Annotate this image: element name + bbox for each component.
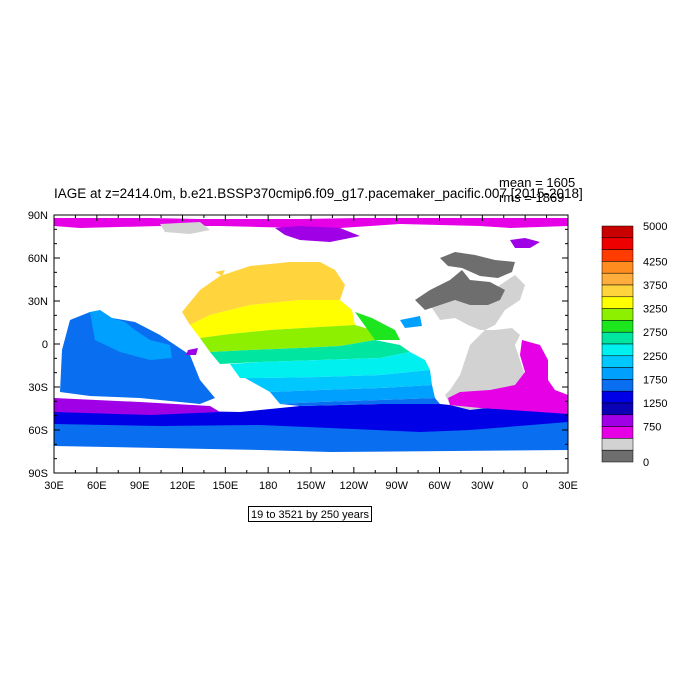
colorbar-label: 1750 bbox=[643, 374, 667, 386]
lat-label: 0 bbox=[42, 339, 48, 351]
field-pacific-sky bbox=[245, 370, 432, 392]
lat-label: 30S bbox=[28, 382, 48, 394]
map-ticks bbox=[53, 214, 569, 474]
lon-label: 60W bbox=[428, 480, 451, 492]
mean-label: mean = 1605 bbox=[499, 175, 576, 190]
field-atlantic-grey bbox=[430, 275, 525, 410]
lon-label: 90W bbox=[385, 480, 408, 492]
lat-label: 30N bbox=[28, 296, 48, 308]
field-pacific-yellow bbox=[190, 300, 355, 338]
lon-label: 30E bbox=[44, 480, 64, 492]
colorbar-label: 3750 bbox=[643, 280, 667, 292]
colorbar-label: 0 bbox=[643, 457, 649, 469]
colorbar-swatch bbox=[601, 296, 634, 309]
field-arctic-violet bbox=[275, 226, 360, 242]
field-pacific-green1 bbox=[200, 325, 375, 352]
field-band-violet bbox=[54, 398, 220, 415]
colorbar-swatch bbox=[601, 343, 634, 357]
colorbar-swatch bbox=[601, 414, 634, 427]
lon-label: 90E bbox=[130, 480, 150, 492]
field-pacific-cyan bbox=[230, 352, 430, 378]
colorbar-labels: 5000 4250 3750 3250 2750 2250 1750 1250 750 0 bbox=[643, 221, 667, 469]
lon-label: 150E bbox=[212, 480, 238, 492]
colorbar-swatch bbox=[601, 320, 634, 333]
field-pacific-orange bbox=[182, 262, 345, 325]
field-atlantic-magenta bbox=[448, 340, 568, 414]
colorbar-label: 3250 bbox=[643, 304, 667, 316]
contour-interval-label: 19 to 3521 by 250 years bbox=[248, 506, 372, 522]
rms-label: rms = 1869 bbox=[499, 190, 565, 205]
lon-label: 120E bbox=[170, 480, 196, 492]
lon-label: 30W bbox=[471, 480, 494, 492]
lat-label: 60N bbox=[28, 253, 48, 265]
lat-label: 90N bbox=[28, 210, 48, 222]
field-indian-north bbox=[90, 310, 172, 360]
colorbar-swatch bbox=[601, 449, 634, 463]
colorbar bbox=[601, 225, 634, 463]
field-atlantic-dark bbox=[415, 270, 505, 310]
lon-label: 180 bbox=[259, 480, 277, 492]
lat-label: 90S bbox=[28, 468, 48, 480]
colorbar-swatch bbox=[601, 308, 634, 321]
map-title: IAGE at z=2414.0m, b.e21.BSSP370cmip6.f0… bbox=[54, 186, 583, 201]
field-pacific-green2 bbox=[355, 312, 400, 340]
field-arctic-dark bbox=[440, 252, 515, 278]
latitude-labels: 90N 60N 30N 0 30S 60S 90S bbox=[28, 210, 48, 480]
field-patch-north-pacific bbox=[215, 270, 225, 276]
field-pacific-blue bbox=[270, 385, 435, 404]
field-pacific-teal bbox=[210, 340, 410, 364]
field-patch-caribbean bbox=[400, 316, 422, 328]
colorbar-swatch bbox=[601, 402, 634, 416]
colorbar-swatch bbox=[601, 272, 634, 286]
colorbar-label: 2250 bbox=[643, 351, 667, 363]
lat-label: 60S bbox=[28, 425, 48, 437]
colorbar-swatch bbox=[601, 225, 634, 239]
colorbar-label: 1250 bbox=[643, 398, 667, 410]
colorbar-swatch bbox=[601, 237, 634, 250]
colorbar-swatch bbox=[601, 249, 634, 262]
colorbar-swatch bbox=[601, 355, 634, 368]
colorbar-swatch bbox=[601, 438, 634, 451]
field-south-blue2 bbox=[280, 398, 440, 406]
longitude-labels: 30E 60E 90E 120E 150E 180 150W 120W 90W 60W 30W 0 30… bbox=[44, 480, 578, 492]
field-arctic-grey bbox=[160, 222, 210, 234]
colorbar-swatch bbox=[601, 426, 634, 439]
lon-label: 60E bbox=[87, 480, 107, 492]
ocean-field bbox=[54, 218, 568, 452]
colorbar-swatch bbox=[601, 261, 634, 274]
lon-label: 150W bbox=[297, 480, 326, 492]
field-arctic-violet2 bbox=[510, 238, 540, 248]
lon-label: 30E bbox=[558, 480, 578, 492]
colorbar-label: 2750 bbox=[643, 327, 667, 339]
lon-label: 120W bbox=[339, 480, 368, 492]
colorbar-swatch bbox=[601, 390, 634, 404]
colorbar-swatch bbox=[601, 284, 634, 298]
colorbar-swatch bbox=[601, 331, 634, 345]
colorbar-swatch bbox=[601, 367, 634, 380]
lon-label: 0 bbox=[522, 480, 528, 492]
colorbar-swatch bbox=[601, 379, 634, 392]
colorbar-label: 4250 bbox=[643, 256, 667, 268]
colorbar-label: 750 bbox=[643, 422, 661, 434]
colorbar-label: 5000 bbox=[643, 221, 667, 233]
field-patch-indonesia bbox=[186, 348, 198, 355]
